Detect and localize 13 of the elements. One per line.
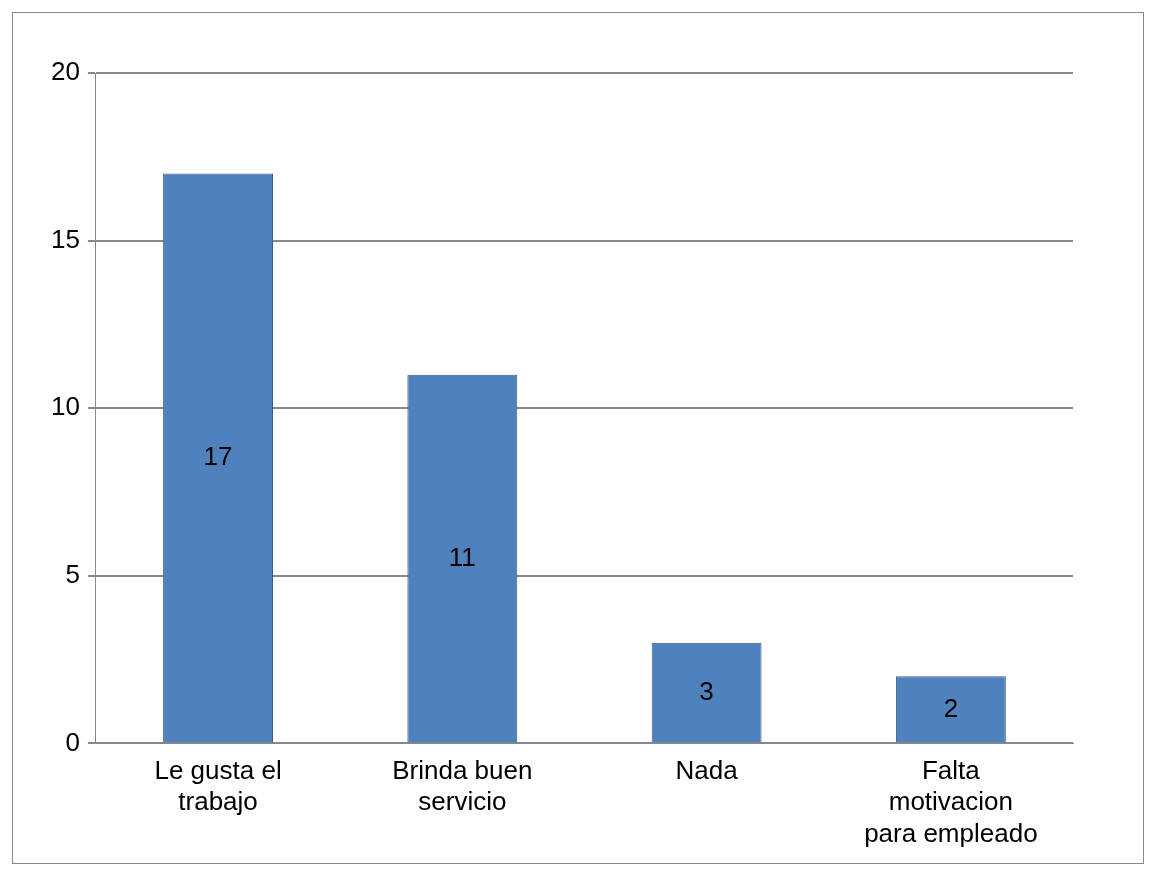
x-tick-label: Le gusta el trabajo	[154, 755, 282, 817]
data-label: 11	[448, 541, 476, 572]
x-tick-label: Nada	[675, 755, 739, 786]
data-label: 2	[943, 692, 959, 723]
y-tick-label: 20	[51, 56, 80, 87]
y-tick-label: 10	[51, 391, 80, 422]
x-tick-label: Brinda buen servicio	[392, 755, 533, 817]
y-tick-label: 15	[51, 223, 80, 254]
data-label: 17	[203, 441, 233, 472]
data-label: 3	[699, 675, 714, 706]
x-tick-label: Falta motivacion para empleado	[864, 755, 1038, 848]
y-tick-label: 0	[65, 726, 80, 757]
y-tick-label: 5	[65, 558, 80, 589]
